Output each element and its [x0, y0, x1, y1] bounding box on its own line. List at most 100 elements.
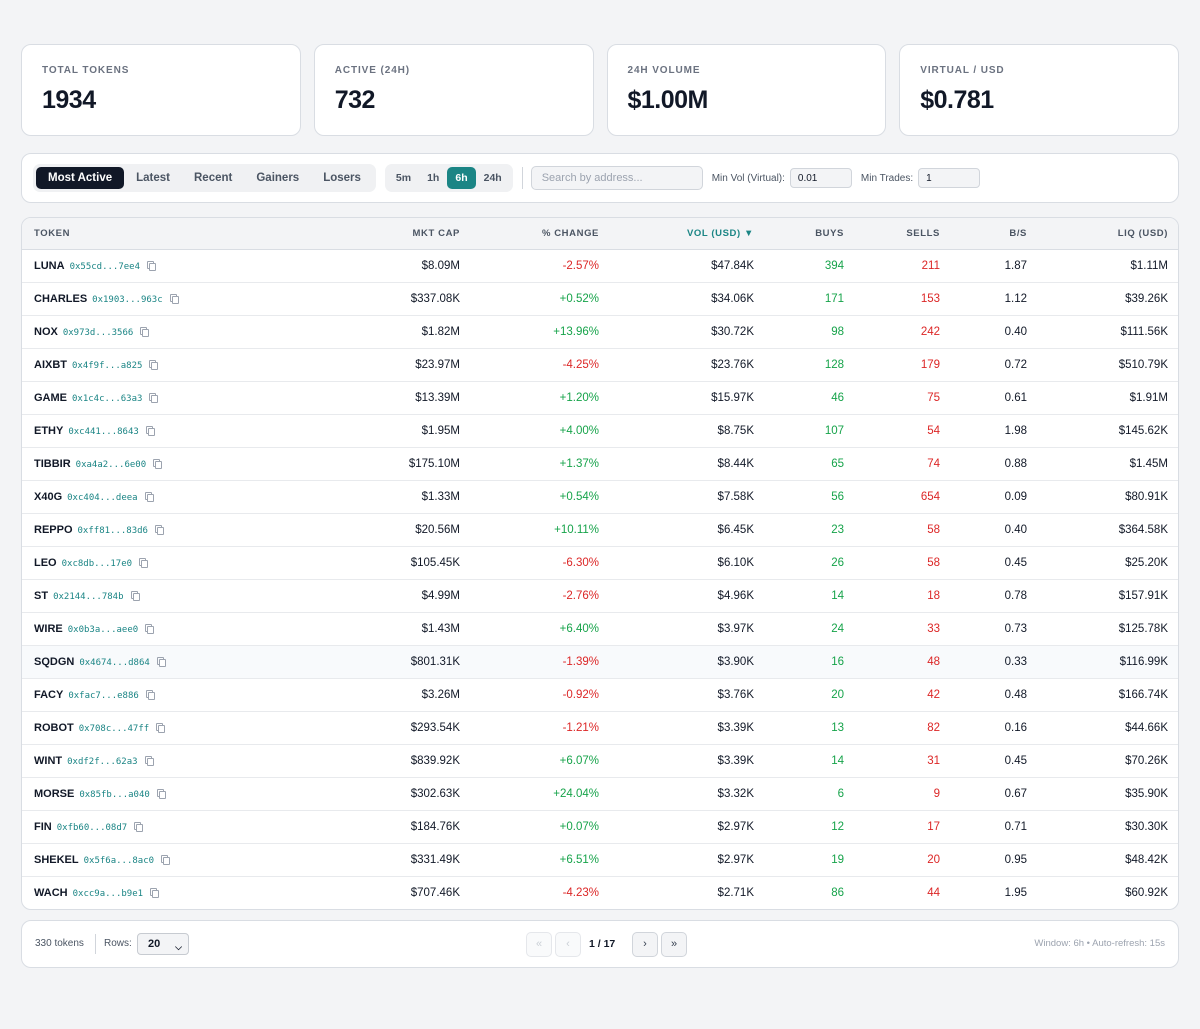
table-row[interactable]: SQDGN 0x4674...d864 $801.31K -1.39% $3.90K 16…: [22, 645, 1178, 679]
token-symbol[interactable]: FIN: [34, 820, 52, 833]
copy-icon[interactable]: [149, 392, 159, 403]
min-vol-input[interactable]: [789, 168, 852, 188]
token-symbol[interactable]: AIXBT: [34, 358, 67, 371]
table-row[interactable]: X40G 0xc404...deea $1.33M +0.54% $7.58K 56 654…: [22, 480, 1178, 514]
token-symbol[interactable]: LEO: [34, 556, 57, 569]
tab-gainers[interactable]: Gainers: [256, 172, 300, 184]
copy-icon[interactable]: [154, 524, 164, 535]
copy-icon[interactable]: [140, 326, 150, 337]
token-address[interactable]: 0x55cd...7ee4: [69, 261, 141, 272]
token-symbol[interactable]: CHARLES: [34, 292, 88, 305]
table-row[interactable]: WINT 0xdf2f...62a3 $839.92K +6.07% $3.39K 14 3…: [22, 744, 1178, 778]
token-address[interactable]: 0x4f9f...a825: [72, 360, 143, 371]
next-page-button[interactable]: ›: [632, 932, 658, 957]
table-row[interactable]: NOX 0x973d...3566 $1.82M +13.96% $30.72K 98 24…: [22, 315, 1178, 349]
last-page-button[interactable]: »: [661, 932, 687, 957]
copy-icon[interactable]: [161, 854, 171, 865]
table-row[interactable]: WACH 0xcc9a...b9e1 $707.46K -4.23% $2.71K 86 4…: [22, 876, 1178, 909]
copy-icon[interactable]: [153, 458, 163, 469]
token-symbol[interactable]: WIRE: [34, 622, 63, 635]
table-row[interactable]: ROBOT 0x708c...47ff $293.54K -1.21% $3.39K 13…: [22, 711, 1178, 745]
token-symbol[interactable]: FACY: [34, 688, 64, 701]
table-row[interactable]: CHARLES 0x1903...963c $337.08K +0.52% $34.06…: [22, 282, 1178, 316]
timeframe-24h[interactable]: 24h: [483, 172, 502, 184]
table-row[interactable]: AIXBT 0x4f9f...a825 $23.97M -4.25% $23.76K 12…: [22, 348, 1178, 382]
header-buys[interactable]: BUYS: [766, 218, 856, 250]
timeframe-6h[interactable]: 6h: [447, 167, 476, 189]
table-row[interactable]: GAME 0x1c4c...63a3 $13.39M +1.20% $15.97K 46 7…: [22, 381, 1178, 415]
token-address[interactable]: 0x973d...3566: [62, 327, 134, 338]
token-symbol[interactable]: NOX: [34, 325, 58, 338]
token-address[interactable]: 0xdf2f...62a3: [67, 756, 138, 767]
token-address[interactable]: 0xa4a2...6e00: [75, 459, 147, 470]
table-row[interactable]: FACY 0xfac7...e886 $3.26M -0.92% $3.76K 20 42 0…: [22, 678, 1178, 712]
copy-icon[interactable]: [134, 821, 144, 832]
token-address[interactable]: 0xcc9a...b9e1: [72, 888, 144, 899]
token-symbol[interactable]: LUNA: [34, 259, 65, 272]
tab-most-active[interactable]: Most Active: [36, 167, 125, 189]
header-liq-usd[interactable]: LIQ (USD): [1039, 218, 1178, 250]
token-address[interactable]: 0x5f6a...8ac0: [83, 855, 155, 866]
token-symbol[interactable]: TIBBIR: [34, 457, 71, 470]
tab-latest[interactable]: Latest: [136, 172, 170, 184]
tab-recent[interactable]: Recent: [194, 172, 233, 184]
table-row[interactable]: SHEKEL 0x5f6a...8ac0 $331.49K +6.51% $2.97K 1…: [22, 843, 1178, 877]
copy-icon[interactable]: [150, 887, 160, 898]
token-symbol[interactable]: SQDGN: [34, 655, 75, 668]
copy-icon[interactable]: [147, 260, 157, 271]
token-symbol[interactable]: X40G: [34, 490, 63, 503]
token-address[interactable]: 0xc404...deea: [67, 492, 138, 503]
table-row[interactable]: LUNA 0x55cd...7ee4 $8.09M -2.57% $47.84K 394 2…: [22, 249, 1178, 283]
token-symbol[interactable]: WINT: [34, 754, 63, 767]
copy-icon[interactable]: [144, 755, 154, 766]
timeframe-5m[interactable]: 5m: [395, 172, 412, 184]
table-row[interactable]: ST 0x2144...784b $4.99M -2.76% $4.96K 14 18 0.7…: [22, 579, 1178, 613]
table-row[interactable]: WIRE 0x0b3a...aee0 $1.43M +6.40% $3.97K 24 33 0…: [22, 612, 1178, 646]
token-symbol[interactable]: ETHY: [34, 424, 64, 437]
token-symbol[interactable]: MORSE: [34, 787, 75, 800]
token-address[interactable]: 0x85fb...a040: [79, 789, 150, 800]
token-address[interactable]: 0xc441...8643: [68, 426, 139, 437]
token-address[interactable]: 0xc8db...17e0: [61, 558, 133, 569]
tab-losers[interactable]: Losers: [323, 172, 361, 184]
header-bs[interactable]: B/S: [952, 218, 1039, 250]
token-symbol[interactable]: REPPO: [34, 523, 73, 536]
token-symbol[interactable]: ROBOT: [34, 721, 74, 734]
first-page-button[interactable]: «: [526, 932, 552, 957]
token-address[interactable]: 0x0b3a...aee0: [67, 624, 139, 635]
table-row[interactable]: REPPO 0xff81...83d6 $20.56M +10.11% $6.45K 23…: [22, 513, 1178, 547]
timeframe-1h[interactable]: 1h: [427, 172, 440, 184]
prev-page-button[interactable]: ‹: [555, 932, 581, 957]
min-trades-input[interactable]: [918, 168, 981, 188]
copy-icon[interactable]: [156, 656, 166, 667]
token-symbol[interactable]: SHEKEL: [34, 853, 79, 866]
copy-icon[interactable]: [156, 788, 166, 799]
header-vol-usd[interactable]: VOL (USD) ▼: [611, 218, 766, 250]
copy-icon[interactable]: [156, 722, 166, 733]
token-address[interactable]: 0x1c4c...63a3: [72, 393, 143, 404]
token-symbol[interactable]: GAME: [34, 391, 67, 404]
token-address[interactable]: 0x1903...963c: [92, 294, 163, 305]
table-row[interactable]: ETHY 0xc441...8643 $1.95M +4.00% $8.75K 107 54…: [22, 414, 1178, 448]
table-row[interactable]: FIN 0xfb60...08d7 $184.76K +0.07% $2.97K 12 17…: [22, 810, 1178, 844]
token-address[interactable]: 0xfac7...e886: [68, 690, 139, 701]
copy-icon[interactable]: [145, 425, 155, 436]
token-address[interactable]: 0x2144...784b: [53, 591, 124, 602]
copy-icon[interactable]: [144, 491, 154, 502]
token-address[interactable]: 0x4674...d864: [79, 657, 150, 668]
token-address[interactable]: 0x708c...47ff: [78, 723, 150, 734]
table-row[interactable]: LEO 0xc8db...17e0 $105.45K -6.30% $6.10K 26 58…: [22, 546, 1178, 580]
token-symbol[interactable]: WACH: [34, 886, 68, 899]
header-token[interactable]: TOKEN: [22, 218, 352, 250]
copy-icon[interactable]: [149, 359, 159, 370]
copy-icon[interactable]: [130, 590, 140, 601]
search-input[interactable]: [530, 166, 703, 190]
copy-icon[interactable]: [169, 293, 179, 304]
copy-icon[interactable]: [145, 689, 155, 700]
table-row[interactable]: TIBBIR 0xa4a2...6e00 $175.10M +1.37% $8.44K 6…: [22, 447, 1178, 481]
token-address[interactable]: 0xfb60...08d7: [56, 822, 128, 833]
copy-icon[interactable]: [145, 623, 155, 634]
header-sells[interactable]: SELLS: [856, 218, 952, 250]
table-row[interactable]: MORSE 0x85fb...a040 $302.63K +24.04% $3.32K 6…: [22, 777, 1178, 811]
token-symbol[interactable]: ST: [34, 589, 49, 602]
